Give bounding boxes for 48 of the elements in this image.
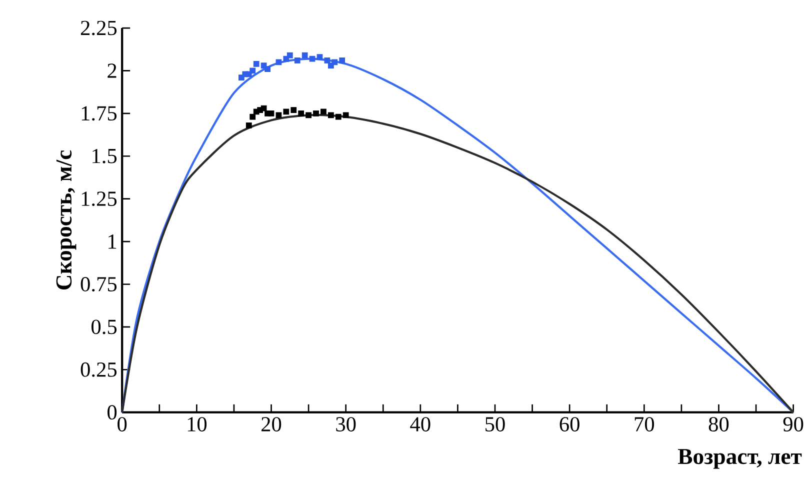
point: [264, 66, 270, 72]
point: [324, 58, 330, 64]
point: [306, 112, 312, 118]
x-tick-label: 30: [336, 417, 356, 432]
y-tick-label: 0.75: [80, 276, 117, 292]
point: [290, 107, 297, 113]
point: [268, 110, 274, 116]
y-tick-label: 0.25: [80, 362, 117, 377]
y-tick-label: 1.5: [92, 148, 117, 164]
point: [253, 60, 260, 67]
y-tick-label: 1.25: [82, 192, 117, 206]
point: [332, 59, 338, 66]
point: [335, 114, 342, 120]
y-tick-label: 1.75: [82, 106, 117, 121]
point: [316, 54, 323, 60]
x-tick-label: 20: [262, 417, 282, 432]
point: [283, 108, 290, 115]
y-tick-label: 0.5: [92, 320, 117, 334]
point: [276, 59, 282, 66]
point: [250, 114, 256, 120]
x-tick-label: 50: [486, 417, 505, 432]
point: [328, 112, 334, 118]
point: [276, 112, 282, 118]
point: [342, 112, 349, 118]
point: [250, 68, 256, 74]
point: [339, 58, 346, 64]
point: [320, 108, 326, 115]
x-tick-label: 60: [560, 417, 580, 432]
x-axis-title: Возраст, лет: [678, 449, 802, 469]
y-tick-label: 2.25: [80, 20, 117, 36]
x-tick-label: 0: [118, 417, 127, 432]
point: [286, 52, 293, 58]
point: [309, 56, 316, 62]
point: [302, 52, 308, 58]
point: [313, 110, 319, 116]
x-tick-label: 80: [708, 417, 729, 432]
point: [246, 122, 252, 128]
x-tick-label: 90: [783, 417, 804, 432]
x-tick-label: 70: [634, 417, 654, 432]
point: [298, 110, 304, 116]
x-tick-label: 40: [410, 417, 430, 432]
y-tick-label: 2: [108, 64, 116, 78]
y-axis-title: Скорость, м/с: [56, 150, 76, 290]
point: [294, 58, 300, 64]
x-tick-label: 10: [188, 417, 207, 432]
y-tick-label: 0: [108, 405, 117, 420]
y-tick-label: 1: [108, 234, 116, 249]
point: [260, 105, 267, 112]
